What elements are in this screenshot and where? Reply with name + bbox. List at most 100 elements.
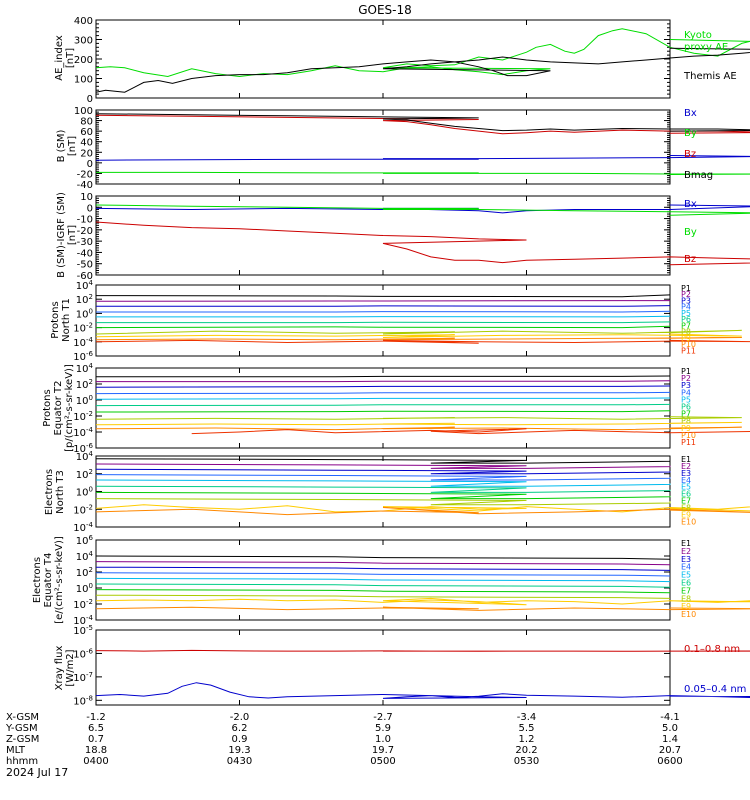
axis-row-value: 1.0 [375,734,391,745]
series-e2 [95,463,671,469]
axis-row-value: -4.1 [660,712,680,723]
legend-entry: Themis AE [683,71,737,82]
legend-entry: Kyoto [684,30,712,41]
axis-row-value: 0400 [83,756,108,767]
series-p9 [95,333,742,338]
legend-entry: E4 [681,563,691,572]
legend-entry: Bz [684,149,696,160]
series-e9 [95,504,750,513]
legend-entry: Bz [684,254,696,265]
y-axis-label: ProtonsNorth T1 [50,298,72,342]
series-e9 [95,597,750,606]
legend-entry: E5 [681,483,691,492]
axis-row-value: 6.2 [232,723,248,734]
legend-entry: P8 [681,417,691,426]
series-e4 [95,572,671,577]
y-tick-label: 10-8 [73,694,93,707]
series-0-1-0-8-nm [95,649,750,652]
date-label: 2024 Jul 17 [6,766,68,779]
legend-entry: E3 [681,555,691,564]
y-tick-label: 10-2 [73,503,93,516]
y-tick-label: 100 [74,75,93,86]
legend-entry: 0.05–0.4 nm [684,684,746,695]
y-tick-label: 60 [80,127,93,138]
y-tick-label: 0 [87,203,93,214]
series-p5 [95,397,671,400]
series-p11 [191,428,750,435]
series-p3 [95,385,671,388]
series-p5 [96,315,671,318]
y-tick-label: 100 [76,307,93,320]
axis-row-value: 1.2 [519,734,535,745]
y-tick-label: -10 [77,215,93,226]
y-tick-label: 0 [87,159,93,170]
legend-entry: E2 [681,547,691,556]
series-p6 [96,321,671,324]
series-bz [95,221,750,266]
legend-entry: P1 [681,367,691,376]
legend-entry: Bmag [684,170,713,181]
series-p1 [95,294,671,298]
series-by [96,171,750,175]
legend-entry: E9 [681,510,691,519]
legend-entry: E7 [681,586,691,595]
axis-row-value: -1.2 [86,712,106,723]
legend-entry: P3 [681,381,691,390]
y-tick-label: 100 [76,486,93,499]
y-tick-label: 10-2 [73,598,93,611]
series-e7 [95,589,671,594]
series-e10 [95,606,750,611]
legend-entry: P3 [681,296,691,305]
series-by [95,204,750,216]
y-tick-label: 0 [87,94,93,105]
panel-6: 10-4 10-2 100 102 104 ElectronsNorth T3 E1E2E3… [44,450,750,534]
y-tick-label: 104 [76,550,94,563]
legend-entry: P7 [681,321,691,330]
series-p1 [96,375,671,378]
series-e10 [95,507,750,516]
y-tick-label: 40 [80,138,93,149]
legend-entry: P1 [681,284,691,293]
legend-entry: E6 [681,578,691,587]
y-tick-label: 20 [80,148,93,159]
panel-frame [95,629,671,706]
y-tick-label: 104 [76,362,94,375]
series-bx [95,204,750,214]
y-tick-label: 200 [74,55,93,66]
legend-entry: E3 [681,469,691,478]
y-tick-label: 104 [76,450,94,463]
panel-frame [95,367,671,449]
legend-entry: E9 [681,602,691,611]
axis-row-value: 6.5 [88,723,104,734]
series-p6 [95,403,671,407]
series-e2 [95,561,671,566]
legend-entry: E8 [681,504,691,513]
axis-row-value: 19.7 [372,745,394,756]
axis-row-value: 20.2 [515,745,537,756]
axis-row-value: 18.8 [85,745,107,756]
y-tick-label: 10 [80,192,93,203]
y-axis-label: B (SM)-IGRF (SM)[nT] [56,192,78,278]
legend-entry: P4 [681,303,691,312]
y-axis-label: B (SM)[nT] [56,129,78,162]
legend-entry: P6 [681,403,691,412]
series-bx [95,155,750,161]
series-e8 [95,498,671,506]
legend-entry: P9 [681,424,691,433]
y-tick-label: 102 [76,566,93,579]
legend-entry: proxy AE [684,42,728,53]
axis-row-value: -2.0 [230,712,250,723]
legend-entry: P8 [681,328,691,337]
axis-row-value: 19.3 [228,745,250,756]
legend-entry: E2 [681,462,691,471]
series-p4 [95,391,671,395]
axis-row-label: hhmm [6,756,38,767]
y-tick-label: -20 [77,169,93,180]
axis-row-value: 0530 [514,756,539,767]
legend-entry: P2 [681,374,691,383]
y-tick-label: 10-2 [73,410,93,423]
y-tick-label: 10-4 [73,336,93,349]
